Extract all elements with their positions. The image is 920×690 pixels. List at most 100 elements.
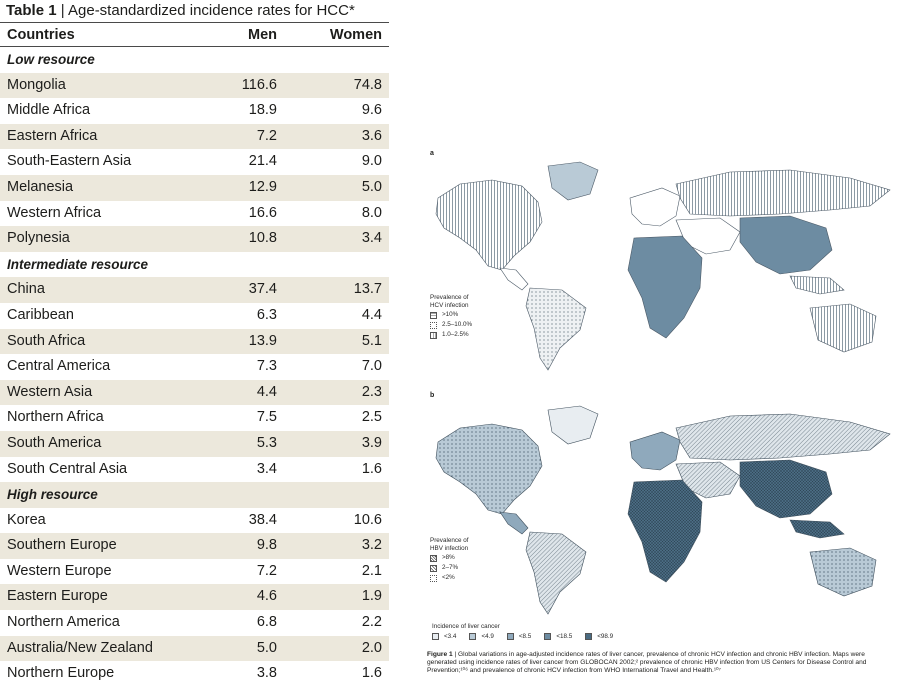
men-cell: 38.4 — [248, 511, 277, 528]
table-row: South-Eastern Asia 21.4 9.0 — [0, 149, 389, 175]
women-cell: 74.8 — [353, 76, 382, 93]
women-cell: 7.0 — [361, 358, 382, 375]
men-cell: 3.8 — [256, 665, 277, 682]
women-cell: 1.6 — [361, 460, 382, 477]
hcv-legend-title-1: Prevalence of — [430, 294, 469, 301]
map-b-north-asia — [675, 413, 891, 461]
table-title: Table 1 | Age-standardized incidence rat… — [0, 0, 389, 23]
incidence-legend-label: <98.9 — [597, 633, 614, 640]
map-a-greenland — [547, 161, 599, 201]
men-cell: 18.9 — [248, 102, 277, 119]
hcv-prevalence-world-map — [435, 161, 891, 371]
country-cell: Northern America — [7, 614, 120, 631]
table-row: Polynesia 10.8 3.4 — [0, 226, 389, 252]
section-name: High resource — [7, 487, 98, 503]
map-b-north-america — [435, 423, 543, 515]
men-cell: 3.4 — [256, 460, 277, 477]
table-row: Australia/New Zealand 5.0 2.0 — [0, 635, 389, 662]
women-cell: 1.9 — [361, 588, 382, 605]
women-cell: 3.4 — [361, 230, 382, 247]
section-header-row: Low resource — [0, 47, 389, 73]
map-a-east-asia — [739, 215, 833, 275]
hcv-legend-item: 1.0–2.5% — [430, 330, 472, 340]
table-body: Low resource Mongolia 116.6 74.8 Middle Afri… — [0, 47, 389, 687]
table-row: Northern America 6.8 2.2 — [0, 610, 389, 636]
women-cell: 3.2 — [361, 537, 382, 554]
women-cell: 9.0 — [361, 153, 382, 170]
incidence-legend-label: <8.5 — [518, 633, 532, 640]
map-a-south-america — [525, 287, 587, 371]
header-men: Men — [248, 27, 277, 43]
hcv-legend-label: >10% — [442, 311, 459, 318]
table-number: Table 1 — [6, 2, 57, 19]
men-cell: 9.8 — [256, 537, 277, 554]
table-row: Mongolia 116.6 74.8 — [0, 72, 389, 99]
women-cell: 5.0 — [361, 178, 382, 195]
women-cell: 10.6 — [353, 511, 382, 528]
table-row: Western Asia 4.4 2.3 — [0, 379, 389, 406]
map-a-north-asia — [675, 169, 891, 217]
women-cell: 3.9 — [361, 434, 382, 451]
map-b-australia — [809, 547, 877, 597]
country-cell: Western Africa — [7, 204, 102, 221]
country-cell: Northern Africa — [7, 409, 104, 426]
country-cell: Northern Europe — [7, 665, 115, 682]
country-cell: Eastern Europe — [7, 588, 108, 605]
panel-b-letter: b — [430, 392, 435, 399]
country-cell: South Africa — [7, 332, 86, 349]
men-cell: 5.0 — [256, 639, 277, 656]
map-b-south-america — [525, 531, 587, 615]
map-a-africa — [627, 235, 703, 339]
section-header-row: High resource — [0, 482, 389, 508]
map-a-australia — [809, 303, 877, 353]
country-cell: Mongolia — [7, 76, 66, 93]
hcv-legend-label: 2.5–10.0% — [442, 321, 473, 328]
country-cell: Central America — [7, 358, 111, 375]
table-title-separator: | — [60, 2, 68, 19]
men-cell: 12.9 — [248, 178, 277, 195]
panel-a-letter: a — [430, 150, 434, 157]
incidence-legend-item: <18.5 — [544, 633, 572, 640]
table-row: Southern Europe 9.8 3.2 — [0, 533, 389, 559]
incidence-swatch — [506, 633, 514, 640]
table-title-text: Age-standardized incidence rates for HCC… — [68, 2, 355, 19]
hbv-swatch-mid — [430, 564, 437, 572]
women-cell: 5.1 — [361, 332, 382, 349]
map-b-greenland — [547, 405, 599, 445]
country-cell: Middle Africa — [7, 102, 91, 119]
table-row: South Africa 13.9 5.1 — [0, 328, 389, 355]
country-cell: South-Eastern Asia — [7, 153, 132, 170]
men-cell: 7.2 — [256, 127, 277, 144]
women-cell: 2.0 — [361, 639, 382, 656]
incidence-legend-label: <4.9 — [481, 633, 494, 640]
table-row: Central America 7.3 7.0 — [0, 354, 389, 380]
country-cell: Western Europe — [7, 562, 112, 579]
men-cell: 116.6 — [241, 76, 277, 93]
country-cell: Eastern Africa — [7, 127, 98, 144]
incidence-legend-item: <3.4 — [432, 633, 456, 640]
caption-text: Global variations in age-adjusted incide… — [427, 651, 867, 675]
men-cell: 4.4 — [256, 383, 277, 400]
table-row: China 37.4 13.7 — [0, 277, 389, 303]
map-b-europe — [629, 431, 681, 471]
table-row: Western Europe 7.2 2.1 — [0, 559, 389, 585]
country-cell: South America — [7, 434, 102, 451]
section-name: Low resource — [7, 52, 95, 67]
table-row: Korea 38.4 10.6 — [0, 508, 389, 534]
incidence-swatch — [469, 633, 477, 640]
incidence-swatch — [432, 633, 439, 640]
hcv-legend-item: >10% — [430, 310, 472, 320]
table-row: Northern Europe 3.8 1.6 — [0, 661, 389, 687]
map-b-east-asia — [739, 459, 833, 519]
country-cell: Southern Europe — [7, 537, 117, 554]
men-cell: 21.4 — [248, 153, 277, 170]
incidence-legend: Incidence of liver cancer <3.4 <4.9 <8.5 <1… — [432, 623, 626, 640]
women-cell: 2.2 — [361, 614, 382, 631]
men-cell: 7.5 — [256, 409, 277, 426]
table-row: Eastern Africa 7.2 3.6 — [0, 123, 389, 150]
incidence-legend-items: <3.4 <4.9 <8.5 <18.5 <98.9 — [432, 633, 626, 640]
country-cell: China — [7, 281, 45, 298]
hbv-legend-label: <2% — [442, 574, 455, 581]
hbv-swatch-high — [430, 554, 437, 562]
men-cell: 7.2 — [256, 562, 277, 579]
